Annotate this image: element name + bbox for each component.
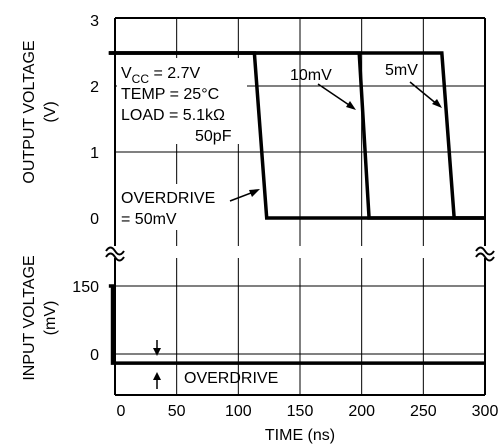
break-wave-top-1	[475, 246, 495, 256]
10mv-arrow	[317, 83, 356, 110]
input-y-tick-labels: 0 150	[72, 279, 99, 364]
y-tick-in-150: 150	[72, 279, 99, 296]
output-series-2	[108, 51, 485, 220]
input-overdrive-label: OVERDRIVE	[184, 370, 278, 387]
x-tick-labels: 0 50 100 150 200 250 300	[117, 403, 499, 420]
temp-label: TEMP = 25°C	[121, 86, 219, 103]
input-series-0	[108, 284, 485, 365]
input-series	[108, 284, 485, 365]
break-wave-bottom-1	[475, 252, 495, 262]
y-tick-out-1: 1	[90, 145, 99, 162]
overdrive-50mv-label-line1: OVERDRIVE	[121, 190, 215, 207]
y-tick-out-0: 0	[90, 211, 99, 228]
load-label: LOAD = 5.1kΩ	[121, 107, 225, 124]
x-tick-300: 300	[472, 403, 499, 420]
axis-break-symbols	[105, 246, 495, 262]
input-ylabel-line2: (mV)	[42, 301, 59, 336]
output-series	[108, 51, 485, 220]
x-tick-200: 200	[348, 403, 375, 420]
5mv-arrow	[409, 81, 442, 108]
output-ylabel-line1: OUTPUT VOLTAGE	[21, 40, 38, 183]
x-tick-150: 150	[287, 403, 314, 420]
conditions-bg	[117, 58, 247, 144]
input-ylabel-line1: INPUT VOLTAGE	[21, 255, 38, 380]
y-tick-out-3: 3	[90, 13, 99, 30]
x-tick-50: 50	[168, 403, 186, 420]
input-overdrive-marker	[153, 340, 161, 389]
5mv-label: 5mV	[385, 62, 418, 79]
output-ylabel-line2: (V)	[42, 101, 59, 122]
break-wave-bottom-0	[105, 252, 125, 262]
overdrive-arrow	[229, 189, 260, 202]
break-wave-top-0	[105, 246, 125, 256]
output-y-tick-labels: 0 1 2 3	[90, 13, 99, 228]
x-tick-0: 0	[117, 403, 126, 420]
grid-lines	[115, 18, 485, 395]
x-tick-100: 100	[225, 403, 252, 420]
y-tick-out-2: 2	[90, 79, 99, 96]
y-tick-in-0: 0	[90, 347, 99, 364]
x-axis-label: TIME (ns)	[265, 427, 335, 444]
10mv-label: 10mV	[290, 67, 332, 84]
cap-label: 50pF	[195, 128, 232, 145]
overdrive-50mv-label-line2: = 50mV	[121, 211, 177, 228]
overdrive-label-bg	[117, 184, 235, 230]
x-tick-250: 250	[410, 403, 437, 420]
vcc-label: VCC = 2.7V	[121, 65, 200, 86]
